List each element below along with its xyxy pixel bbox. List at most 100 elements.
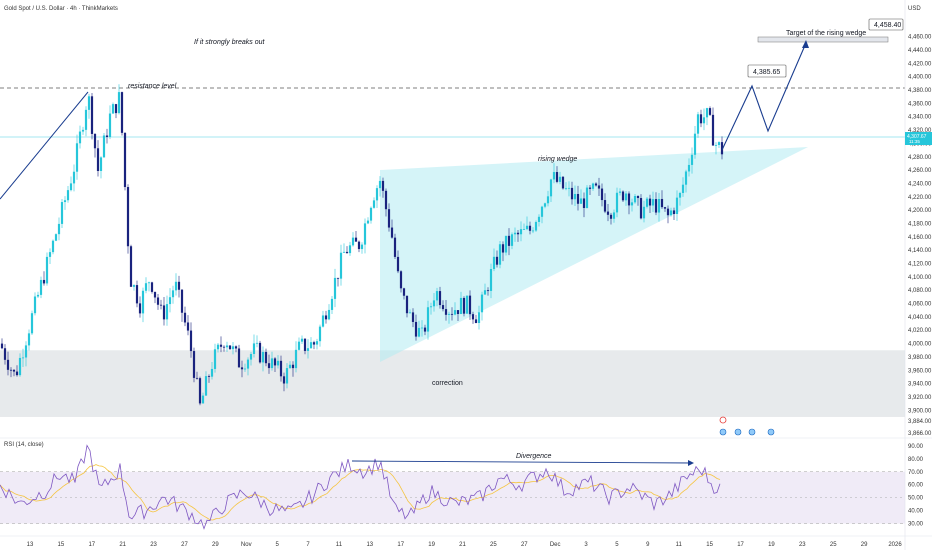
candle-body: [696, 114, 700, 134]
candle-body: [159, 304, 163, 306]
candle-body: [600, 188, 604, 201]
time-axis[interactable]: 13 15 17 21 23 27 29 Nov 5 7 11 13 17 19 21 25 27 Dec 3 5 9 1…: [27, 542, 903, 548]
candle-body: [258, 342, 262, 363]
event-flag-icon[interactable]: [719, 428, 727, 436]
price-tick-label: 4,160.00: [908, 235, 932, 241]
candle-body: [288, 364, 292, 369]
price-tick-label: 4,180.00: [908, 221, 932, 227]
event-flag-icon[interactable]: [767, 428, 775, 436]
time-tick-label: 7: [306, 542, 310, 548]
candle-body: [444, 309, 448, 315]
candle-body: [261, 351, 265, 363]
candle-body: [222, 346, 226, 348]
candle-body: [495, 256, 499, 265]
candle-body: [324, 315, 328, 320]
candle-body: [150, 282, 154, 292]
symbol-title: Gold Spot / U.S. Dollar · 4h · ThinkMark…: [4, 6, 118, 12]
candle-body: [120, 92, 124, 133]
candle-body: [168, 297, 172, 305]
price-tick-label: 3,900.00: [908, 408, 932, 414]
candle-body: [318, 326, 322, 342]
time-tick-label: 11: [676, 542, 683, 548]
candle-body: [141, 290, 145, 314]
candle-body: [264, 351, 268, 364]
candle-body: [357, 241, 361, 250]
candle-body: [216, 344, 220, 350]
candle-body: [492, 256, 496, 270]
candle-body: [405, 295, 409, 314]
candle-body: [96, 148, 100, 171]
candle-body: [327, 309, 331, 320]
target-price-box: [868, 18, 904, 31]
candle-body: [429, 306, 433, 308]
event-flag-icon[interactable]: [748, 428, 756, 436]
candle-body: [678, 192, 682, 198]
price-tick-label: 4,080.00: [908, 288, 932, 294]
candle-body: [705, 108, 709, 118]
rsi-tick-label: 60.00: [908, 483, 924, 489]
candle-body: [486, 290, 490, 292]
rsi-tick-label: 40.00: [908, 509, 924, 515]
candle-body: [123, 132, 127, 188]
candle-body: [267, 363, 271, 369]
projection-arrowhead: [802, 40, 809, 48]
event-flag-icon[interactable]: [734, 428, 742, 436]
candle-body: [9, 369, 13, 371]
candle-body: [81, 129, 85, 132]
candle-body: [204, 376, 208, 396]
event-flag-icon[interactable]: [719, 416, 727, 424]
candle-body: [660, 198, 664, 208]
candle-body: [228, 345, 232, 350]
price-tick-label: 3,980.00: [908, 355, 932, 361]
candle-body: [477, 312, 481, 324]
candle-body: [576, 193, 580, 204]
candle-body: [177, 281, 181, 290]
candle-body: [303, 338, 307, 351]
candle-body: [63, 200, 67, 203]
candle-body: [300, 338, 304, 342]
time-tick-label: 27: [521, 542, 528, 548]
candle-body: [54, 234, 58, 241]
event-markers[interactable]: [719, 416, 775, 436]
candle-body: [462, 297, 466, 314]
candle-body: [606, 211, 610, 215]
price-tick-label: 4,240.00: [908, 181, 932, 187]
candle-body: [342, 251, 346, 253]
time-tick-label: 23: [799, 542, 806, 548]
candle-body: [579, 198, 583, 204]
candle-body: [627, 193, 631, 206]
candle-body: [225, 345, 229, 348]
time-tick-label: 9: [646, 542, 650, 548]
candle-body: [174, 281, 178, 291]
candle-body: [441, 305, 445, 310]
price-tick-label: 4,120.00: [908, 262, 932, 268]
candle-body: [651, 199, 655, 206]
candle-body: [417, 327, 421, 337]
candle-body: [711, 114, 715, 146]
candle-body: [393, 237, 397, 257]
candle-body: [390, 227, 394, 238]
price-tick-label: 4,360.00: [908, 101, 932, 107]
candle-body: [594, 183, 598, 186]
candle-body: [270, 358, 274, 369]
candle-body: [171, 290, 175, 298]
candle-body: [621, 191, 625, 201]
candle-body: [93, 133, 97, 149]
candle-body: [498, 244, 502, 265]
candle-body: [291, 364, 295, 369]
time-tick-label: 15: [58, 542, 65, 548]
candle-body: [0, 343, 4, 349]
candle-body: [57, 223, 61, 235]
rsi-tick-label: 30.00: [908, 522, 924, 528]
candle-body: [642, 206, 646, 219]
candle-body: [255, 342, 259, 344]
candle-body: [282, 376, 286, 384]
candle-body: [252, 343, 256, 354]
candle-body: [564, 188, 568, 190]
candle-body: [420, 327, 424, 329]
price-tick-label: 4,460.00: [908, 35, 932, 41]
time-tick-label: 27: [181, 542, 188, 548]
price-tick-label: 4,140.00: [908, 248, 932, 254]
candle-body: [18, 357, 22, 376]
